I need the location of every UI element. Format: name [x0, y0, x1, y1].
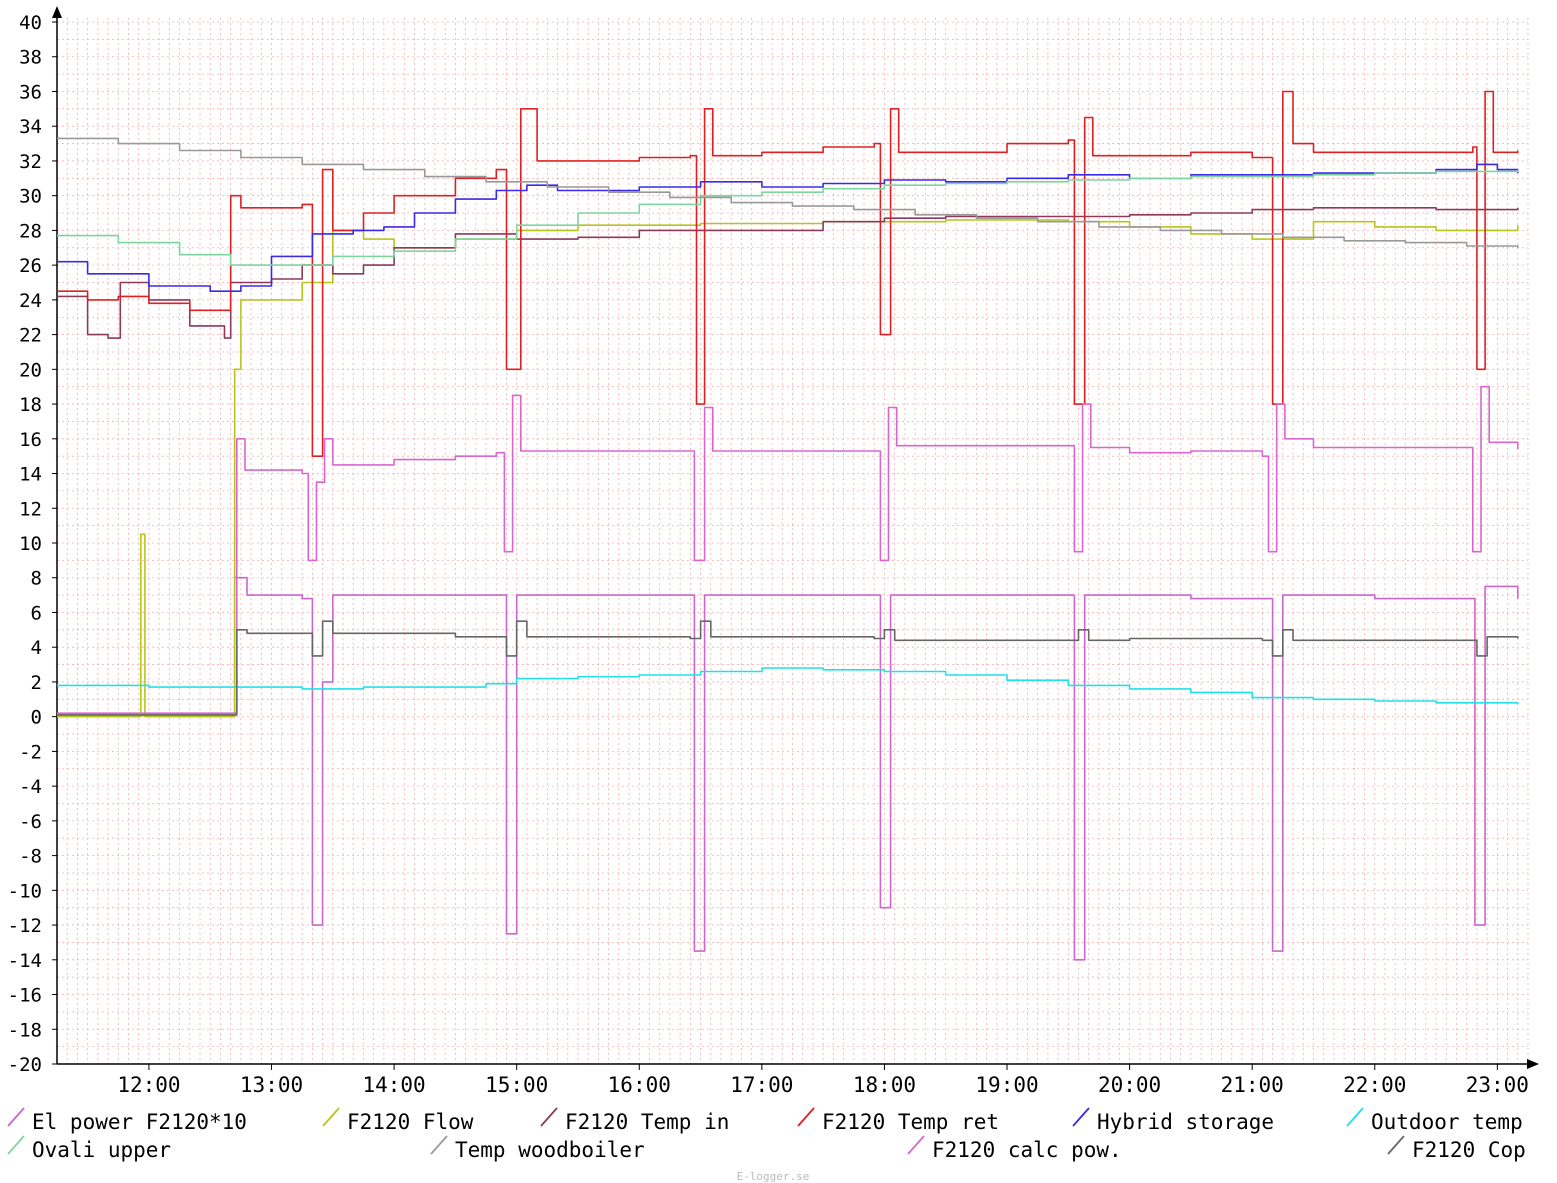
legend-swatch: [322, 1107, 340, 1127]
y-tick-label: 40: [19, 12, 42, 34]
y-tick-label: 38: [19, 47, 42, 69]
y-tick-label: 28: [19, 220, 42, 242]
legend-item: F2120 Temp ret: [797, 1107, 999, 1134]
y-tick-label: 24: [19, 290, 42, 312]
y-tick-label: -4: [19, 776, 42, 798]
series-line-8: [57, 137, 1519, 248]
y-tick-label: 16: [19, 429, 42, 451]
x-tick-label: 21:00: [1221, 1073, 1284, 1097]
y-tick-label: 14: [19, 464, 42, 486]
series-line-2: [57, 219, 1519, 718]
x-axis-arrow: [1527, 1059, 1539, 1069]
y-tick-label: -12: [8, 915, 42, 937]
y-tick-label: -16: [8, 985, 42, 1007]
y-tick-label: 0: [31, 707, 42, 729]
y-tick-label: 34: [19, 116, 42, 138]
legend-swatch: [1387, 1135, 1405, 1155]
y-tick-label: -20: [8, 1054, 42, 1076]
y-tick-label: -10: [8, 880, 42, 902]
legend-item: F2120 Temp in: [540, 1107, 729, 1134]
series-line-6: [57, 667, 1519, 705]
legend-swatch: [797, 1107, 815, 1127]
legend-swatch: [1072, 1107, 1090, 1127]
legend-swatch: [1346, 1107, 1364, 1127]
x-tick-label: 19:00: [975, 1073, 1038, 1097]
legend-label: Hybrid storage: [1097, 1110, 1274, 1134]
y-tick-label: -18: [8, 1019, 42, 1041]
legend-label: El power F2120*10: [32, 1110, 247, 1134]
legend-item: F2120 calc pow.: [907, 1135, 1122, 1162]
y-tick-label: 26: [19, 255, 42, 277]
y-tick-label: -6: [19, 811, 42, 833]
legend-swatch: [430, 1135, 448, 1155]
legend-swatch: [540, 1107, 558, 1127]
series-line-10: [57, 620, 1519, 716]
x-tick-label: 15:00: [485, 1073, 548, 1097]
x-tick-label: 16:00: [608, 1073, 671, 1097]
series-line-4: [57, 90, 1519, 457]
x-tick-label: 12:00: [117, 1073, 180, 1097]
legend-label: Ovali upper: [32, 1138, 171, 1162]
legend-label: F2120 Cop: [1412, 1138, 1526, 1162]
series-line-9: [57, 385, 1519, 714]
y-tick-label: 6: [31, 602, 42, 624]
legend: El power F2120*10 F2120 Flow F2120 Temp in…: [7, 1107, 1526, 1162]
legend-label: Temp woodboiler: [455, 1138, 645, 1162]
y-tick-label: -2: [19, 741, 42, 763]
y-tick-label: 30: [19, 186, 42, 208]
legend-label: F2120 calc pow.: [932, 1138, 1122, 1162]
legend-swatch: [7, 1135, 25, 1155]
x-tick-label: 20:00: [1098, 1073, 1161, 1097]
y-tick-label: -14: [8, 950, 42, 972]
series-lines: [57, 90, 1519, 961]
series-line-3: [57, 207, 1519, 339]
legend-item: Ovali upper: [7, 1135, 171, 1162]
series-line-7: [57, 169, 1519, 266]
y-tick-label: 12: [19, 498, 42, 520]
y-tick-label: 10: [19, 533, 42, 555]
legend-label: F2120 Flow: [347, 1110, 474, 1134]
series-line-1: [57, 576, 1519, 961]
legend-swatch: [907, 1135, 925, 1155]
x-tick-label: 17:00: [730, 1073, 793, 1097]
x-tick-label: 23:00: [1466, 1073, 1529, 1097]
y-tick-label: 2: [31, 672, 42, 694]
y-tick-labels: -20-18-16-14-12-10-8-6-4-202468101214161…: [8, 12, 57, 1076]
legend-item: Hybrid storage: [1072, 1107, 1274, 1134]
x-tick-label: 18:00: [853, 1073, 916, 1097]
y-tick-label: 18: [19, 394, 42, 416]
legend-label: Outdoor temp: [1371, 1110, 1523, 1134]
y-tick-label: 32: [19, 151, 42, 173]
axes: [52, 6, 1539, 1069]
legend-item: F2120 Cop: [1387, 1135, 1526, 1162]
legend-item: El power F2120*10: [7, 1107, 247, 1134]
y-tick-label: 36: [19, 81, 42, 103]
y-tick-label: 22: [19, 325, 42, 347]
y-tick-label: 20: [19, 359, 42, 381]
series-line-5: [57, 163, 1519, 292]
x-tick-label: 13:00: [240, 1073, 303, 1097]
legend-item: Temp woodboiler: [430, 1135, 645, 1162]
y-tick-label: 8: [31, 568, 42, 590]
x-tick-labels: 12:00 13:00 14:00 15:00 16:00 17:00 18:00 19:00…: [117, 1064, 1529, 1097]
y-axis-arrow: [52, 6, 62, 18]
legend-item: F2120 Flow: [322, 1107, 474, 1134]
legend-label: F2120 Temp in: [565, 1110, 729, 1134]
legend-swatch: [7, 1107, 25, 1127]
legend-label: F2120 Temp ret: [822, 1110, 999, 1134]
x-tick-label: 22:00: [1343, 1073, 1406, 1097]
y-tick-label: 4: [31, 637, 42, 659]
x-tick-label: 14:00: [362, 1073, 425, 1097]
legend-item: Outdoor temp: [1346, 1107, 1523, 1134]
footer-credit: E-logger.se: [737, 1170, 810, 1183]
y-tick-label: -8: [19, 846, 42, 868]
